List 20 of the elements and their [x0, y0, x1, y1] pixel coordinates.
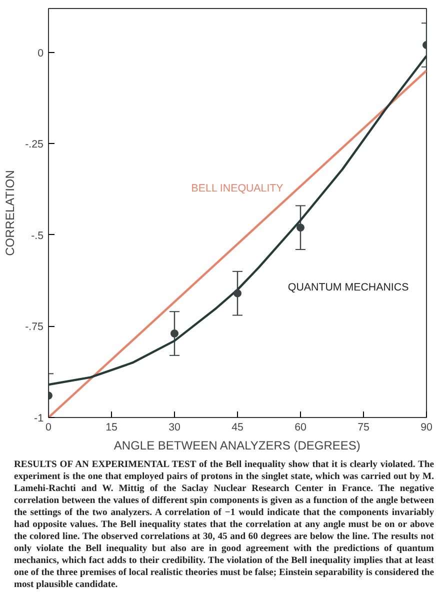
x-tick-label: 15: [106, 422, 118, 434]
y-tick-label: -.5: [31, 230, 44, 242]
x-tick-label: 0: [46, 422, 52, 434]
y-tick-label: -1: [34, 412, 44, 424]
point: [170, 330, 178, 338]
text: RESULTS OF AN EXPERIMENTAL TEST of the Bell inequality show that it is clearly violated. The experiment is the one that employed pairs of protons in the singlet state, which was carried out by M. Lamehi-Rachti and W. Mittig of the Saclay Nuclear Research Center in France. The negative correlation between the values of different spin components is given as a function of the angle between the settings of the two analyzers. A correlation of −1 would indicate that the components invariably had opposite values. The Bell inequality states that the correlation at any angle must be on or above the colored line. The observed correlations at 30, 45 and 60 degrees are below the line. The results not only violate the Bell inequality but also are in good agreement with the predictions of quantum mechanics, which fact adds to their credibility. The violation of the Bell inequality implies that at least one of the three premises of local realistic theories must be false; Einstein separability is considered the most plausible candidate.: [14, 459, 434, 590]
point: [296, 224, 304, 232]
x-axis-title: ANGLE BETWEEN ANALYZERS (DEGREES): [114, 438, 360, 452]
x-tick-label: 75: [358, 422, 370, 434]
x-tick-label: 30: [168, 422, 180, 434]
x-tick-label: 45: [232, 422, 244, 434]
point: [234, 289, 242, 298]
text: QUANTUM MECHANICS: [288, 281, 409, 294]
series-label: BELL INEQUALITY: [191, 182, 284, 195]
y-axis-title: CORRELATION: [3, 170, 18, 256]
x-tick-label: 90: [420, 422, 432, 434]
y-tick-label: 0: [38, 47, 44, 60]
y-tick-label: -.25: [25, 138, 44, 151]
y-tick-label: -.75: [25, 321, 44, 334]
x-tick-label: 60: [294, 422, 306, 434]
